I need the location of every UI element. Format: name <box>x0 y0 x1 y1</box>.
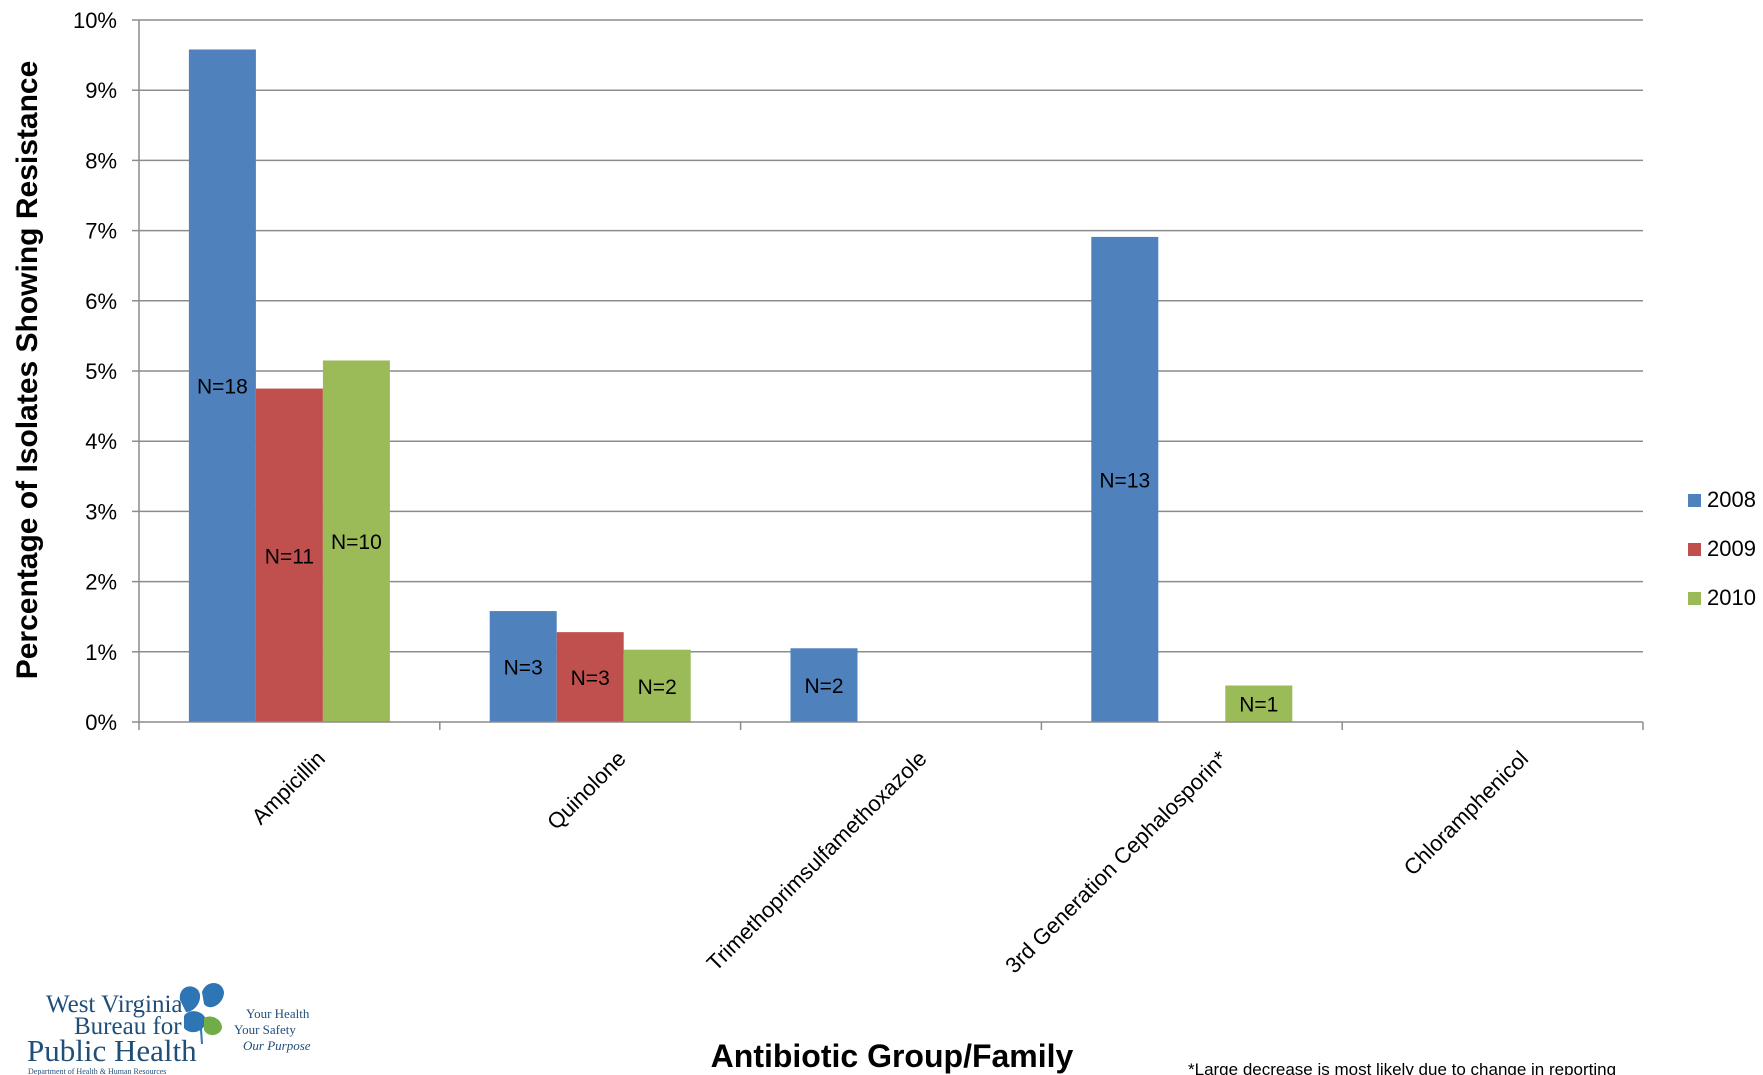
y-axis-title: Percentage of Isolates Showing Resistanc… <box>11 61 44 680</box>
bars <box>188 49 1293 722</box>
data-label: N=2 <box>638 676 677 699</box>
x-tick-label: Trimethoprimsulfamethoxazole <box>702 746 932 976</box>
x-tick-label: Ampicillin <box>247 746 330 829</box>
x-tick-label: 3rd Generation Cephalosporin* <box>1000 746 1232 978</box>
legend-swatch <box>1688 494 1701 507</box>
footnote: *Large decrease is most likely due to ch… <box>1188 1060 1616 1075</box>
y-tick-label: 2% <box>85 570 117 595</box>
y-tick-label: 10% <box>73 8 117 33</box>
bar-2008 <box>489 611 557 722</box>
wv-public-health-logo: West Virginia Bureau for Public Health D… <box>27 983 311 1075</box>
x-axis-title: Antibiotic Group/Family <box>711 1038 1074 1074</box>
logo-tagline-2: Your Safety <box>234 1022 296 1037</box>
bar-2009 <box>255 388 323 722</box>
x-tick-label: Quinolone <box>542 746 631 835</box>
legend-label: 2008 <box>1707 487 1756 512</box>
data-labels: N=18 N=11 N=10 N=3 N=3 N=2 N=2 N=13 N=1 <box>197 376 1278 717</box>
logo-line-2: Bureau for <box>74 1013 182 1040</box>
x-axis-ticks: Ampicillin Quinolone Trimethoprimsulfameth… <box>138 722 1644 978</box>
data-label: N=1 <box>1239 694 1278 717</box>
data-label: N=18 <box>197 376 248 399</box>
y-tick-label: 9% <box>85 78 117 103</box>
y-tick-label: 8% <box>85 148 117 173</box>
legend-label: 2010 <box>1707 585 1756 610</box>
y-tick-label: 6% <box>85 289 117 314</box>
legend-swatch <box>1688 543 1701 556</box>
data-label: N=3 <box>504 657 543 680</box>
axes <box>138 20 1643 723</box>
legend-label: 2009 <box>1707 536 1756 561</box>
y-tick-label: 7% <box>85 219 117 244</box>
logo-tagline-3: Our Purpose <box>243 1038 311 1053</box>
data-label: N=2 <box>804 675 843 698</box>
data-label: N=13 <box>1099 469 1150 492</box>
x-tick-label: Chloramphenicol <box>1399 746 1533 880</box>
logo-line-1: West Virginia <box>46 991 183 1018</box>
leaf-icon <box>179 983 224 1045</box>
y-tick-label: 5% <box>85 359 117 384</box>
y-tick-label: 1% <box>85 640 117 665</box>
bar-2009 <box>556 632 624 722</box>
data-label: N=3 <box>571 667 610 690</box>
logo-tagline-1: Your Health <box>246 1006 310 1021</box>
logo-line-3: Public Health <box>27 1033 197 1068</box>
y-tick-label: 0% <box>85 710 117 735</box>
y-tick-label: 4% <box>85 429 117 454</box>
bar-2010 <box>623 649 691 722</box>
data-label: N=11 <box>265 545 314 568</box>
bar-2010 <box>322 360 390 722</box>
bar-2008 <box>188 49 256 722</box>
bar-2008 <box>790 648 858 722</box>
bar-2008 <box>1091 236 1159 722</box>
bar-2010 <box>1225 685 1293 722</box>
y-tick-label: 3% <box>85 499 117 524</box>
logo-line-4: Department of Health & Human Resources <box>28 1067 166 1075</box>
legend: 2008 2009 2010 <box>1688 487 1756 610</box>
legend-swatch <box>1688 592 1701 605</box>
y-axis-ticks: 0% 1% 2% 3% 4% 5% 6% 7% 8% 9% 10% <box>73 8 139 735</box>
data-label: N=10 <box>331 531 382 554</box>
